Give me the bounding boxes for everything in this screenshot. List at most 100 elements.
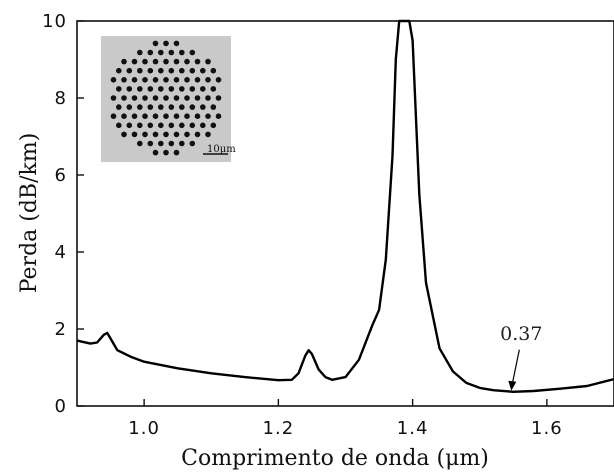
inset-hole [152, 58, 159, 65]
inset-hole [137, 49, 143, 56]
inset-hole [152, 77, 159, 83]
inset-hole [168, 86, 175, 92]
inset-hole [179, 104, 185, 110]
inset-hole [147, 49, 154, 56]
y-tick-label: 10 [42, 11, 67, 32]
x-axis-ticks: 1.0 1.2 1.4 1.6 [128, 399, 562, 439]
inset-hole [173, 131, 180, 138]
inset-hole [147, 67, 154, 74]
inset-hole [173, 113, 180, 119]
inset-hole [137, 86, 143, 92]
inset-hole [147, 122, 154, 129]
inset-hole [189, 104, 196, 110]
inset-hole [142, 58, 148, 65]
inset-hole [142, 95, 148, 101]
inset-hole [137, 67, 143, 74]
y-tick-label: 6 [55, 165, 67, 186]
inset-hole [179, 86, 185, 92]
inset-hole [116, 122, 122, 129]
inset-hole [189, 49, 196, 56]
inset-hole [147, 86, 154, 92]
inset-hole [194, 131, 201, 138]
inset-hole [152, 40, 159, 47]
inset-hole [200, 104, 206, 110]
annotation-label: 0.37 [500, 323, 542, 345]
inset-hole [200, 86, 206, 92]
inset-hole [194, 113, 201, 119]
inset-hole [152, 113, 159, 119]
inset-hole [168, 49, 175, 56]
inset-hole [179, 67, 185, 74]
inset-hole [121, 58, 127, 65]
inset-hole [205, 95, 211, 101]
inset-hole [152, 131, 159, 138]
inset-hole [184, 113, 190, 119]
inset-hole [163, 58, 169, 65]
annotation-arrowhead [508, 380, 517, 391]
inset-hole [215, 95, 222, 101]
inset-hole [116, 104, 122, 110]
inset-hole [126, 86, 133, 92]
inset-hole [194, 77, 201, 83]
inset-hole [168, 67, 175, 74]
inset-hole [158, 86, 164, 92]
inset-hole [163, 77, 169, 83]
inset-hole [189, 67, 196, 74]
inset-hole [163, 131, 169, 138]
series-line [76, 19, 614, 393]
y-axis-ticks: 0 2 4 6 8 10 [42, 11, 84, 417]
inset-hole [131, 77, 138, 83]
inset-hole [126, 104, 133, 110]
y-tick-label: 4 [55, 242, 67, 263]
inset-hole [158, 104, 164, 110]
inset-hole [131, 95, 138, 101]
inset-hole [210, 122, 217, 129]
inset-holes [110, 40, 222, 156]
inset-hole [168, 122, 175, 129]
inset-hole [173, 58, 180, 65]
x-axis-label: Comprimento de onda (μm) [181, 446, 489, 471]
inset-hole [158, 67, 164, 74]
inset-hole [110, 95, 117, 101]
inset-hole [121, 95, 127, 101]
inset-hole [210, 86, 217, 92]
y-tick-label: 0 [55, 396, 67, 417]
inset-hole [126, 67, 133, 74]
inset-hole [142, 131, 148, 138]
inset-hole [173, 40, 180, 47]
inset-hole [142, 113, 148, 119]
inset-hole [189, 122, 196, 129]
y-tick-label: 2 [55, 319, 67, 340]
inset-hole [184, 77, 190, 83]
inset-image: 10μm [101, 36, 236, 162]
inset-hole [205, 131, 211, 138]
inset-hole [179, 49, 185, 56]
inset-hole [163, 113, 169, 119]
inset-hole [163, 40, 169, 47]
inset-hole [189, 140, 196, 147]
annotation-arrow [511, 349, 520, 384]
inset-hole [116, 67, 122, 74]
inset-hole [210, 104, 217, 110]
inset-hole [163, 95, 169, 101]
inset-hole [168, 104, 175, 110]
inset-hole [142, 77, 148, 83]
inset-hole [210, 67, 217, 74]
inset-hole [184, 95, 190, 101]
inset-hole [200, 67, 206, 74]
inset-hole [215, 77, 222, 83]
inset-hole [158, 122, 164, 129]
inset-hole [184, 58, 190, 65]
inset-hole [215, 113, 222, 119]
inset-hole [116, 86, 122, 92]
x-tick-label: 1.4 [397, 418, 429, 439]
inset-hole [152, 149, 159, 156]
inset-hole [110, 113, 117, 119]
inset-hole [158, 140, 164, 147]
inset-hole [158, 49, 164, 56]
inset-hole [147, 140, 154, 147]
inset-hole [189, 86, 196, 92]
inset-hole [184, 131, 190, 138]
inset-hole [205, 77, 211, 83]
